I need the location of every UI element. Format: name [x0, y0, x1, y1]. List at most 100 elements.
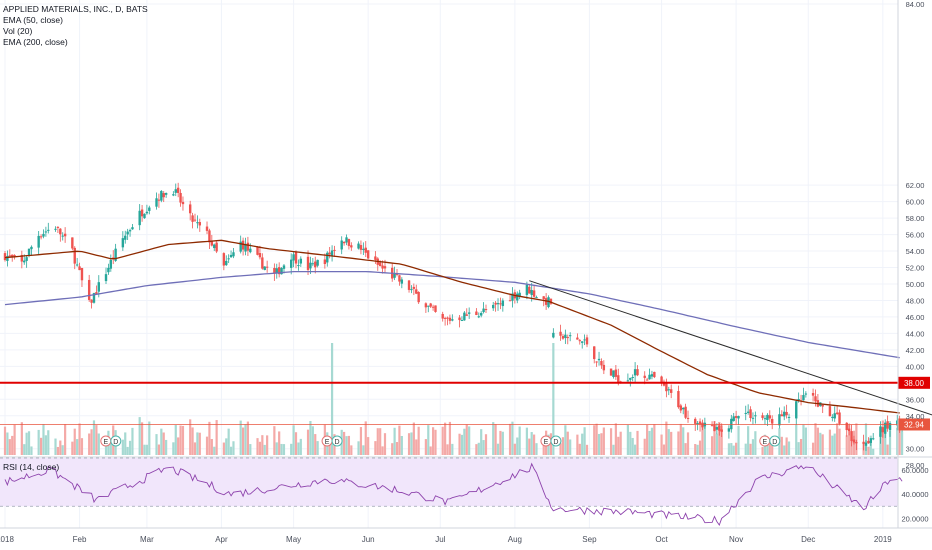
volume-bar — [703, 424, 706, 455]
volume-bar — [256, 438, 259, 455]
volume-bar — [241, 427, 245, 455]
legend-rsi[interactable]: RSI (14, close) — [3, 462, 60, 472]
volume-bar — [617, 436, 620, 455]
volume-bar — [357, 441, 360, 455]
volume-bar — [215, 420, 218, 455]
candle-body — [39, 236, 43, 238]
candle-body — [328, 252, 331, 255]
volume-bar — [59, 440, 62, 455]
candle-body — [148, 207, 151, 211]
candle-body — [107, 267, 110, 273]
y-tick-label: 62.00 — [906, 181, 925, 190]
volume-bar — [6, 432, 9, 455]
candle-body — [280, 268, 283, 275]
y-tick-label: 44.00 — [906, 329, 925, 338]
candle-body — [104, 274, 108, 282]
volume-bar — [27, 431, 31, 455]
candle-body — [8, 255, 12, 257]
candle-body — [289, 259, 293, 268]
y-tick-label: 46.00 — [906, 313, 925, 322]
candle-body — [458, 317, 461, 321]
candle-body — [431, 306, 435, 308]
volume-bar — [25, 432, 28, 455]
volume-bar — [612, 444, 615, 455]
legend-symbol[interactable]: APPLIED MATERIALS, INC., D, BATS — [3, 4, 148, 14]
candle-body — [715, 427, 719, 430]
candle-body — [275, 268, 278, 273]
candle-body — [679, 405, 683, 411]
volume-bar — [513, 443, 516, 455]
candle-body — [97, 282, 100, 292]
horizontal-levels[interactable]: 38.00 32.94 — [0, 376, 930, 431]
volume-bar — [475, 444, 478, 455]
candle-body — [751, 417, 755, 419]
candle-body — [78, 266, 81, 271]
earnings-marker-d[interactable] — [110, 435, 122, 447]
volume-bar — [400, 435, 403, 455]
candle-body — [316, 259, 319, 266]
volume-bar — [855, 423, 858, 455]
x-tick-label: Dec — [801, 535, 815, 544]
candle-body — [566, 337, 569, 339]
volume-bar — [749, 443, 752, 455]
candle-body — [886, 421, 889, 429]
volume-bar — [92, 420, 96, 455]
volume-bar — [682, 427, 685, 455]
y-tick-label: 40.00 — [906, 362, 925, 371]
x-tick-label: 2019 — [874, 535, 892, 544]
volume-bar — [684, 443, 687, 455]
volume-bar — [367, 437, 370, 455]
candle-body — [378, 262, 382, 267]
volume-bar — [838, 428, 841, 455]
candle-body — [261, 257, 264, 269]
volume-bar — [542, 445, 545, 455]
y-tick-label: 42.00 — [906, 346, 925, 355]
candle-body — [872, 438, 875, 440]
candle-body — [124, 235, 127, 240]
volume-bar — [535, 443, 538, 455]
candle-body — [831, 416, 834, 418]
volume-bar — [600, 433, 603, 455]
volume-bar — [898, 421, 901, 455]
candle-body — [617, 375, 620, 383]
candle-body — [835, 412, 839, 414]
candle-body — [56, 226, 60, 228]
volume-bar — [888, 430, 892, 455]
volume-bar — [80, 438, 84, 455]
candle-body — [246, 242, 250, 251]
volume-bar — [499, 430, 502, 455]
candle-body — [210, 241, 214, 246]
candle-body — [434, 305, 437, 312]
candle-body — [294, 251, 298, 264]
earnings-marker-d[interactable] — [550, 435, 562, 447]
candle-body — [381, 265, 384, 269]
candle-body — [828, 406, 832, 417]
candle-body — [277, 267, 281, 275]
volume-bar — [222, 442, 225, 455]
candle-body — [232, 252, 235, 257]
volume-bar — [465, 424, 468, 455]
candle-body — [850, 431, 853, 442]
earnings-marker-d[interactable] — [769, 435, 781, 447]
legend-ema50[interactable]: EMA (50, close) — [3, 15, 63, 25]
volume-bar — [710, 436, 714, 455]
volume-bar — [593, 425, 596, 455]
volume-bar — [381, 446, 384, 455]
volume-bar — [56, 446, 60, 455]
volume-bar — [458, 433, 461, 455]
legend-ema200[interactable]: EMA (200, close) — [3, 37, 68, 47]
legend-volume[interactable]: Vol (20) — [3, 26, 33, 36]
earnings-marker-d[interactable] — [331, 435, 343, 447]
candle-body — [330, 250, 334, 256]
candle-body — [309, 262, 312, 269]
volume-bar — [864, 423, 868, 455]
volume-bar — [735, 442, 738, 455]
candle-body — [549, 298, 553, 304]
candle-body — [595, 361, 598, 363]
candle-body — [460, 320, 464, 322]
candle-body — [746, 411, 750, 413]
candle-body — [157, 199, 161, 201]
volume-bar — [258, 441, 262, 455]
